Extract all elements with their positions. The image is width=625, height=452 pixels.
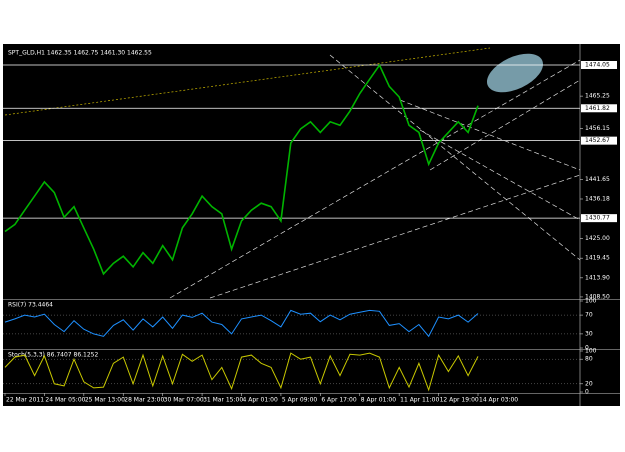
level-label-box	[581, 136, 617, 145]
x-tick-label: 12 Apr 19:00	[440, 397, 479, 404]
level-label-box	[581, 60, 617, 69]
x-tick-label: 31 Mar 15:00	[203, 397, 243, 404]
x-tick-label: 5 Apr 09:00	[282, 397, 317, 404]
chart-title: SPT_GLD,H1 1462.35 1462.75 1461.30 1462.…	[8, 50, 152, 57]
trend-line	[419, 129, 581, 221]
x-tick-label: 24 Mar 05:00	[45, 397, 85, 404]
y-tick-label: 100	[585, 298, 597, 305]
chart-background	[3, 44, 620, 406]
indicator-line	[4, 309, 479, 338]
y-tick-label: 80	[585, 356, 593, 363]
y-tick-label: 70	[585, 312, 593, 319]
y-tick-label: 30	[585, 330, 593, 337]
x-tick-label: 14 Apr 03:00	[479, 397, 518, 404]
x-tick-label: 22 Mar 2011	[6, 397, 44, 404]
y-tick-label: 1425.00	[585, 235, 610, 242]
level-label: 1461.82	[585, 105, 610, 112]
rsi-title: RSI(7) 73.4464	[8, 302, 53, 309]
stoch-title: Stoch(5,3,3) 86.7407 86.1252	[8, 352, 99, 359]
level-label: 1430.77	[585, 215, 610, 222]
x-tick-label: 8 Apr 01:00	[361, 397, 396, 404]
y-tick-label: 0	[585, 389, 589, 396]
x-tick-label: 4 Apr 01:00	[243, 397, 278, 404]
y-tick-label: 1419.45	[585, 255, 610, 262]
y-tick-label: 0	[585, 345, 589, 352]
trend-line	[429, 79, 581, 171]
y-tick-label: 20	[585, 380, 593, 387]
x-tick-label: 25 Mar 13:00	[85, 397, 125, 404]
x-tick-label: 11 Apr 11:00	[400, 397, 439, 404]
trend-line	[209, 174, 581, 299]
level-label: 1474.05	[585, 61, 610, 68]
trend-lines	[169, 54, 581, 299]
price-line	[4, 63, 479, 276]
y-tick-label: 100	[585, 348, 597, 355]
highlight-ellipse	[486, 53, 544, 93]
x-tick-label: 30 Mar 07:00	[164, 397, 204, 404]
y-tick-label: 1413.90	[585, 274, 610, 281]
y-tick-label: 1456.15	[585, 125, 610, 132]
y-tick-label: 1408.50	[585, 293, 610, 300]
trend-line	[329, 54, 581, 261]
level-label: 1452.67	[585, 137, 610, 144]
y-tick-label: 1441.65	[585, 176, 610, 183]
level-label-box	[581, 214, 617, 223]
indicator-line	[4, 352, 479, 392]
x-tick-label: 28 Mar 23:00	[124, 397, 164, 404]
level-label-box	[581, 104, 617, 113]
y-tick-label: 1465.25	[585, 93, 610, 100]
trend-line	[169, 59, 581, 299]
x-tick-label: 6 Apr 17:00	[321, 397, 356, 404]
trend-line	[399, 99, 581, 171]
y-tick-label: 1436.18	[585, 195, 610, 202]
trend-line	[4, 47, 491, 116]
